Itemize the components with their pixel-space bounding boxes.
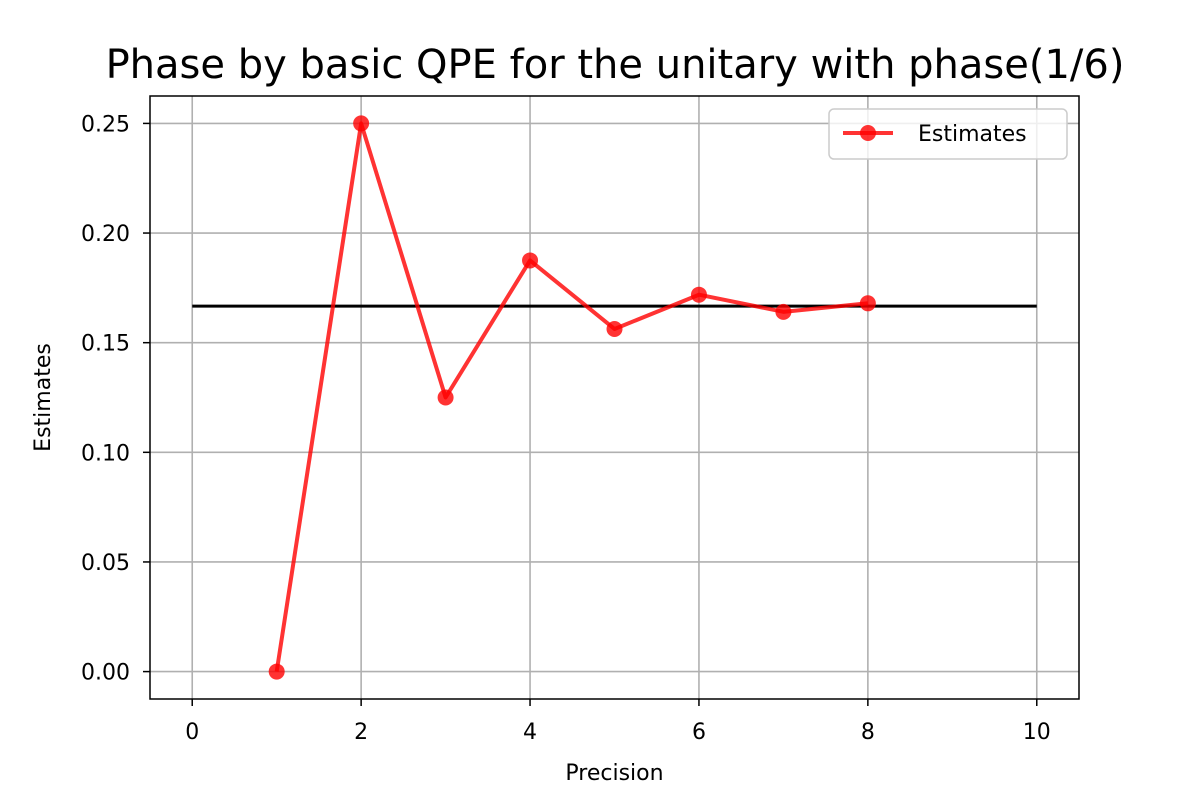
data-point [775,303,792,320]
series-layer [268,115,876,680]
data-point [353,115,370,132]
y-tick-label: 0.20 [81,222,130,247]
x-tick-label: 0 [185,720,199,745]
y-tick-label: 0.05 [81,551,130,576]
data-point [268,663,285,680]
legend-box [828,108,1068,160]
grid-layer [150,96,1079,699]
plot-frame [149,95,1080,700]
data-point [859,295,876,312]
y-axis-label: Estimates [31,343,56,452]
y-tick-label: 0.10 [81,441,130,466]
chart-title: Phase by basic QPE for the unitary with … [106,42,1125,88]
data-point [690,286,707,303]
series-line-estimates [274,121,869,672]
y-tick-label: 0.25 [81,112,130,137]
legend-marker-sample [860,125,876,141]
x-tick-label: 10 [1023,720,1051,745]
x-axis-label: Precision [565,761,663,786]
legend: Estimates [828,108,1068,160]
x-tick-label: 8 [861,720,875,745]
x-tick-label: 2 [354,720,368,745]
y-tick-label: 0.00 [81,661,130,686]
x-tick-label: 4 [523,720,537,745]
data-point [522,252,539,269]
y-tick-label: 0.15 [81,332,130,357]
x-tick-label: 6 [692,720,706,745]
tick-layer: 0 2 4 6 8 10 0.00 0.05 0.10 0.15 0.20 0.25 [81,112,1051,745]
legend-label-estimates: Estimates [918,122,1027,147]
data-point [437,389,454,406]
data-point [606,320,623,337]
